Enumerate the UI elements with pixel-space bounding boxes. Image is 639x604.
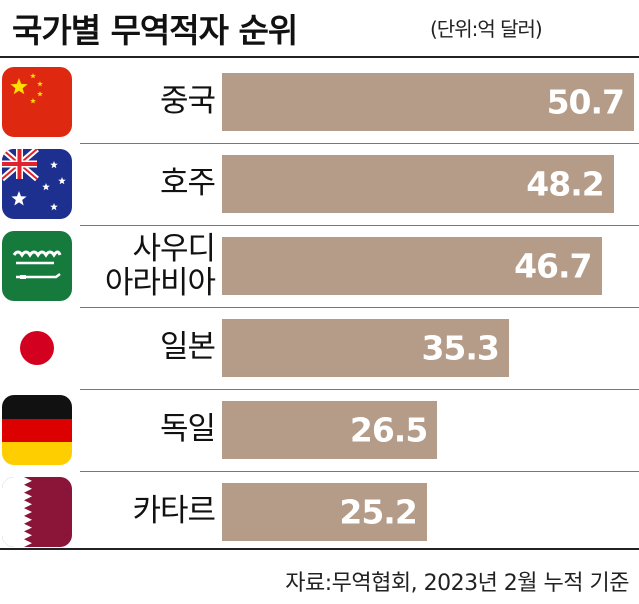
category-label: 독일 <box>159 411 216 447</box>
bar-row: 독일 26.5 <box>0 390 639 470</box>
qatar-flag-icon <box>2 477 72 547</box>
row-separator <box>80 307 639 308</box>
category-label: 호주 <box>159 165 216 201</box>
source-note: 자료:무역협회, 2023년 2월 누적 기준 <box>285 571 629 596</box>
bar-row: 카타르 25.2 <box>0 472 639 552</box>
row-separator <box>80 225 639 226</box>
data-label: 46.7 <box>514 246 592 286</box>
category-label: 사우디 아라비아 <box>104 231 216 301</box>
germany-flag-icon <box>2 395 72 465</box>
category-label: 일본 <box>159 329 216 365</box>
data-label: 26.5 <box>349 410 428 450</box>
category-label: 카타르 <box>132 493 216 529</box>
bar-row: 호주 48.2 <box>0 144 639 224</box>
bar: 48.2 <box>222 155 614 213</box>
australia-flag-icon <box>2 149 72 219</box>
japan-flag-icon <box>2 313 72 383</box>
bar-row: 일본 35.3 <box>0 308 639 388</box>
row-separator <box>80 143 639 144</box>
top-rule <box>0 56 639 58</box>
chart-title: 국가별 무역적자 순위 <box>12 11 298 50</box>
data-label: 48.2 <box>526 164 604 204</box>
bar-row: 중국 50.7 <box>0 62 639 142</box>
bar: 46.7 <box>222 237 602 295</box>
bar: 26.5 <box>222 401 438 459</box>
data-label: 50.7 <box>546 82 625 122</box>
row-separator <box>80 471 639 472</box>
row-separator <box>80 389 639 390</box>
saudi-arabia-flag-icon <box>2 231 72 301</box>
bottom-rule <box>0 548 639 550</box>
data-label: 25.2 <box>339 492 417 532</box>
category-label: 중국 <box>159 83 216 119</box>
bar: 25.2 <box>222 483 427 541</box>
china-flag-icon <box>2 67 72 137</box>
bar: 35.3 <box>222 319 509 377</box>
data-label: 35.3 <box>421 328 499 368</box>
bar: 50.7 <box>222 73 634 131</box>
unit-label: (단위:억 달러) <box>430 17 543 41</box>
bar-row: 사우디 아라비아 46.7 <box>0 226 639 306</box>
